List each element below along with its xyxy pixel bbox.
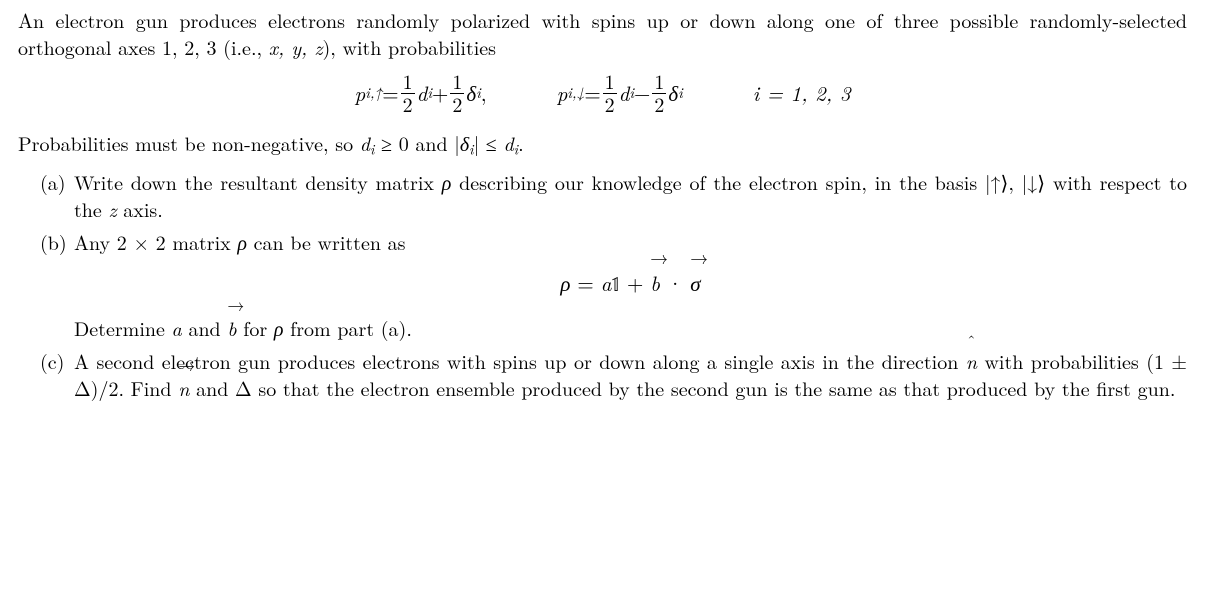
eq-index-range: i = 1, 2, 3 — [753, 79, 851, 107]
intro-text-2: ), with probabilities — [323, 32, 497, 61]
part-c-label: (c) — [40, 347, 74, 401]
sub-iup: i,↑ — [365, 83, 382, 103]
part-a-label: (a) — [40, 168, 74, 222]
part-c: (c) A second electron gun produces elect… — [40, 347, 1187, 401]
sym-p: p — [355, 79, 366, 107]
part-a-body: Write down the resultant density matrix … — [74, 168, 1187, 222]
frac-half-3: 12 — [603, 72, 617, 115]
part-a: (a) Write down the resultant density mat… — [40, 168, 1187, 222]
sym-d: d — [417, 79, 428, 107]
probability-equations: pi,↑ = 12 di + 12 δi, pi,↓ = 12 di − 12 … — [18, 72, 1187, 115]
intro-text-1: An electron gun produces electrons rando… — [18, 5, 1187, 61]
ket-up: |↑⟩ — [985, 167, 1008, 196]
intro-paragraph: An electron gun produces electrons rando… — [18, 6, 1187, 60]
frac-half-1: 12 — [401, 72, 415, 115]
sym-eq: = — [382, 79, 398, 107]
sym-sigma: σ — [690, 268, 700, 298]
ket-down: |↓⟩ — [1022, 167, 1045, 196]
identity-icon: 𝟙 — [611, 275, 619, 296]
eq-p-down: pi,↓ = 12 di − 12 δi — [557, 72, 683, 115]
frac-half-4: 12 — [652, 72, 666, 115]
part-b-label: (b) — [40, 228, 74, 341]
part-c-body: A second electron gun produces electrons… — [74, 347, 1187, 401]
parts-list: (a) Write down the resultant density mat… — [40, 168, 1187, 401]
part-b-body: Any 2 × 2 matrix ρ can be written as ρ =… — [74, 228, 1187, 341]
condition-paragraph: Probabilities must be non-negative, so d… — [18, 129, 1187, 160]
frac-half-2: 12 — [450, 72, 464, 115]
eq-p-up: pi,↑ = 12 di + 12 δi, — [355, 72, 487, 115]
part-b: (b) Any 2 × 2 matrix ρ can be written as… — [40, 228, 1187, 341]
intro-vars: x, y, z — [269, 32, 323, 61]
sub-idown: i,↓ — [567, 83, 584, 103]
sym-delta: δ — [466, 79, 476, 107]
sym-rho: ρ — [442, 167, 452, 196]
